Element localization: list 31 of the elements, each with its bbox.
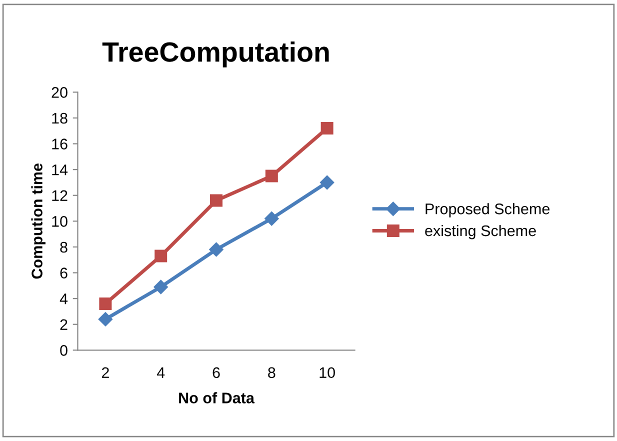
y-tick-label: 10 — [52, 216, 68, 227]
y-tick-label: 12 — [52, 190, 68, 201]
y-axis-title: Compution time — [31, 164, 46, 279]
y-tick-label: 8 — [60, 242, 68, 253]
x-tick-label: 6 — [212, 367, 220, 378]
point — [320, 122, 334, 135]
point — [154, 280, 168, 294]
x-tick-label: 2 — [102, 367, 109, 378]
y-tick-label: 2 — [60, 319, 68, 330]
y-tick-label: 6 — [60, 268, 68, 278]
y-tick-label: 4 — [60, 294, 68, 304]
x-tick-label: 8 — [268, 367, 276, 378]
x-tick-label: 4 — [156, 367, 165, 378]
y-tick-label: 16 — [52, 138, 68, 150]
point — [210, 194, 223, 207]
y-tick-label: 0 — [60, 345, 68, 356]
point — [99, 297, 112, 310]
x-tick-label: 10 — [320, 367, 335, 378]
point — [209, 242, 224, 257]
legend-label: Proposed Scheme — [426, 203, 550, 218]
y-tick-label: 18 — [52, 112, 68, 124]
y-tick-label: 20 — [52, 87, 68, 98]
legend-label: existing Scheme — [425, 224, 536, 240]
x-axis-title: No of Data — [179, 392, 255, 404]
point — [265, 170, 278, 182]
point — [98, 312, 113, 326]
point — [320, 175, 334, 190]
chart-title: TreeComputation — [102, 41, 329, 68]
y-tick-label: 14 — [52, 164, 68, 176]
point — [264, 212, 279, 226]
point — [154, 250, 168, 262]
